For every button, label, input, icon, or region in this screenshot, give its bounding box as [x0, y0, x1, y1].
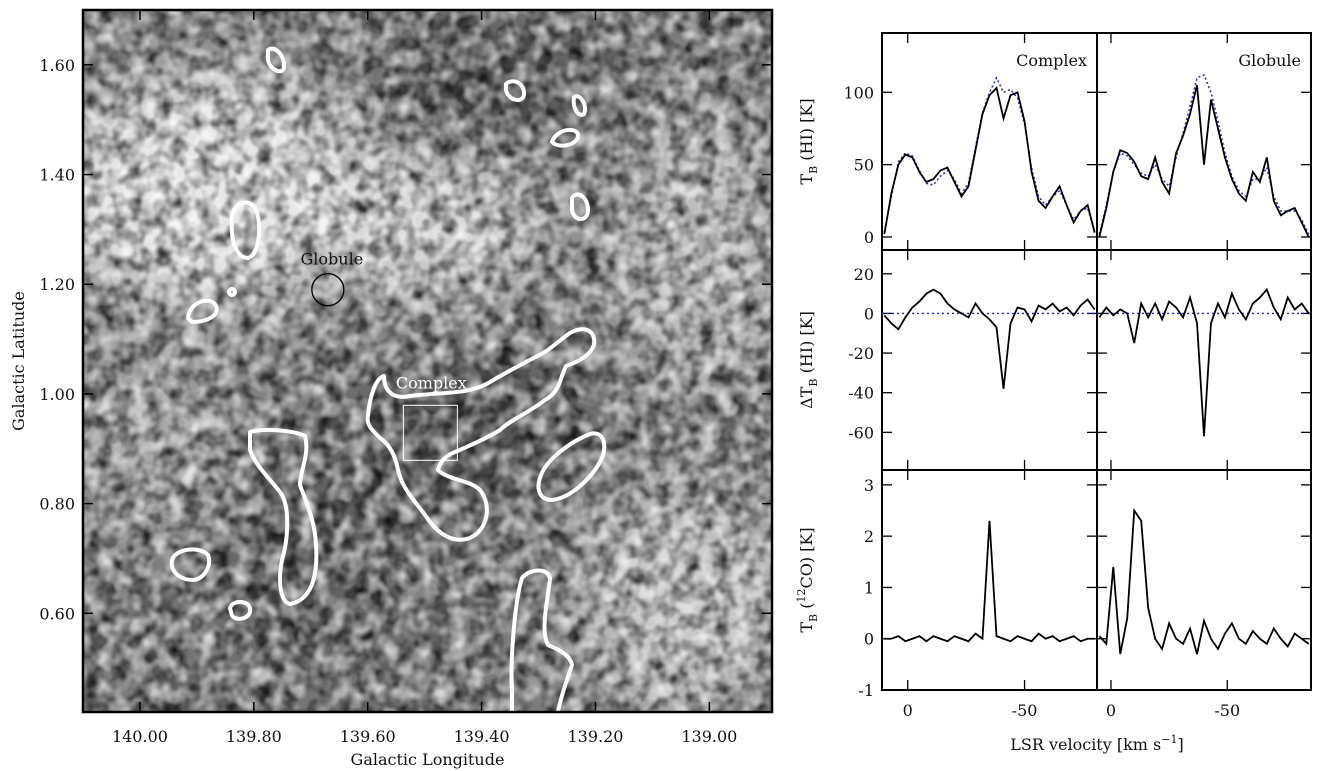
x-tick-label: 0 [1106, 701, 1116, 720]
x-tick-label: 139.80 [226, 727, 282, 746]
y-axis-label: TB (HI) [K] [797, 98, 820, 184]
x-axis-label-part: ] [1177, 735, 1183, 754]
y-axis-label-part: T [797, 622, 816, 633]
y-axis-label: TB (12CO) [K] [795, 527, 820, 632]
spectrum-line [883, 76, 1096, 233]
annotation-box [402, 404, 458, 461]
y-axis-label: ΔTB (HI) [K] [797, 311, 820, 409]
y-tick-label: 1.00 [39, 385, 75, 404]
y-axis-label-part: B [807, 614, 820, 622]
panel-frame [881, 249, 1098, 471]
x-tick-label: 140.00 [112, 727, 168, 746]
panel-label: Globule [1238, 51, 1301, 70]
y-tick-label: 2 [864, 527, 874, 546]
y-tick-label: 0.80 [39, 495, 75, 514]
x-tick-label: -50 [1214, 701, 1240, 720]
spectrum-line [1098, 73, 1310, 235]
y-tick-label: -40 [848, 384, 874, 403]
x-axis-label: Galactic Longitude [351, 750, 505, 769]
panel-frame [881, 469, 1098, 691]
y-axis-label-part: T [797, 174, 816, 185]
spectrum-line [1098, 287, 1310, 437]
annotation-label: Complex [396, 373, 467, 392]
y-axis-label-part: (HI) [K] [797, 98, 816, 165]
y-axis-label-part: B [807, 166, 820, 174]
spectrum-line [1098, 84, 1310, 238]
y-tick-label: 0.60 [39, 604, 75, 623]
y-tick-label: 1.20 [39, 275, 75, 294]
x-tick-label: 139.40 [454, 727, 510, 746]
annotation-circle [311, 273, 345, 307]
spectrum-line [1098, 507, 1310, 655]
y-axis-label: Galactic Latitude [9, 291, 28, 431]
x-tick-label: 139.60 [340, 727, 396, 746]
y-axis-label-part: B [807, 379, 820, 387]
y-tick-label: 100 [843, 83, 874, 102]
panel-frame [1096, 469, 1312, 691]
y-axis-label-part: ΔT [797, 386, 816, 409]
spectrum-line [883, 288, 1096, 389]
annotation-label: Globule [301, 250, 364, 269]
spectrum-line [884, 520, 1095, 643]
y-tick-label: 1.40 [39, 166, 75, 185]
y-axis-label-part: CO) [K] [797, 527, 816, 588]
contours [169, 46, 607, 712]
x-axis-label-part: LSR velocity [km s [1010, 735, 1161, 754]
y-tick-label: 50 [854, 156, 874, 175]
y-tick-label: 3 [864, 476, 874, 495]
spectrum-line [883, 86, 1096, 235]
y-axis-label-part: ( [797, 603, 816, 614]
y-tick-label: 20 [854, 265, 874, 284]
y-axis-label-part: (HI) [K] [797, 311, 816, 378]
y-tick-label: 0 [864, 228, 874, 247]
y-tick-label: 0 [864, 630, 874, 649]
x-axis-label-part: −1 [1161, 733, 1177, 746]
x-tick-label: 139.20 [567, 727, 623, 746]
map-image [83, 10, 772, 712]
x-tick-label: 0 [903, 701, 913, 720]
map-frame [81, 8, 774, 714]
y-tick-label: -20 [848, 344, 874, 363]
y-axis-label-part: 12 [795, 589, 808, 603]
y-tick-label: 1 [864, 578, 874, 597]
panel-frame [1096, 249, 1312, 471]
y-tick-label: 1.60 [39, 56, 75, 75]
x-tick-label: 139.00 [681, 727, 737, 746]
x-axis-label: LSR velocity [km s−1] [1010, 733, 1183, 754]
x-tick-label: -50 [1012, 701, 1038, 720]
y-tick-label: -1 [858, 681, 874, 700]
panel-label: Complex [1016, 51, 1087, 70]
y-tick-label: 0 [864, 304, 874, 323]
y-tick-label: -60 [848, 423, 874, 442]
